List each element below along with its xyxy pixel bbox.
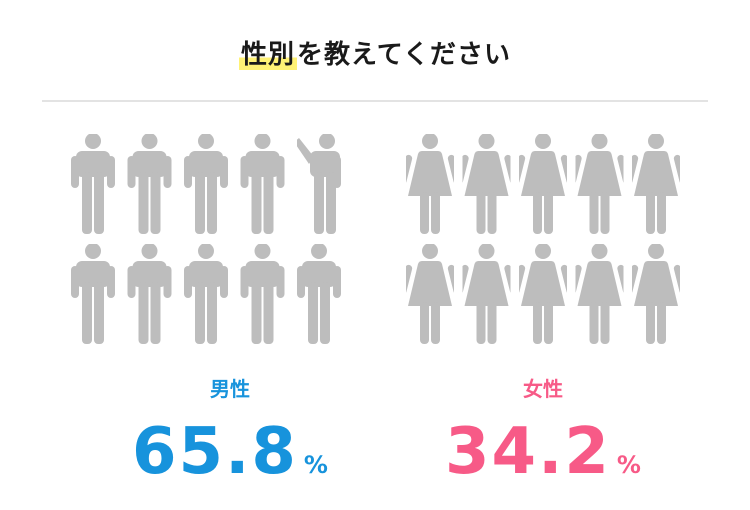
female-percentage: 34.2% — [373, 420, 713, 484]
female-icon-base — [462, 134, 511, 234]
female-icon-base — [406, 134, 454, 234]
female-icon-base — [575, 134, 624, 234]
female-person-icon — [575, 244, 624, 344]
male-person-icon — [184, 244, 228, 344]
female-person-icon — [406, 134, 454, 234]
male-icon-base — [71, 134, 115, 234]
male-person-icon — [297, 244, 341, 344]
female-unit: % — [616, 451, 641, 479]
female-person-icon — [462, 134, 511, 234]
page-title: 性別を教えてください — [239, 34, 511, 71]
female-person-icon — [462, 244, 511, 344]
female-icon-base — [406, 244, 454, 344]
male-unit: % — [303, 451, 328, 479]
female-icon-base — [519, 244, 567, 344]
male-icon-base — [240, 134, 285, 234]
male-percentage: 65.8% — [60, 420, 400, 484]
male-icon-base — [127, 244, 172, 344]
pictograph-chart — [71, 134, 680, 344]
male-icon-base — [184, 244, 228, 344]
female-icon-base — [632, 134, 680, 234]
female-value: 34.2 — [445, 415, 611, 489]
male-label: 男性 — [210, 377, 250, 401]
title-rest: を教えてください — [297, 40, 511, 70]
title-container: 性別を教えてください — [0, 34, 750, 71]
male-person-icon — [71, 244, 115, 344]
male-person-icon — [297, 134, 341, 234]
male-person-icon — [184, 134, 228, 234]
male-person-icon — [240, 244, 285, 344]
male-icon-base — [71, 244, 115, 344]
male-icon-base — [127, 134, 172, 234]
male-icon-base — [297, 244, 341, 344]
male-value: 65.8 — [132, 415, 298, 489]
male-person-icon — [127, 244, 172, 344]
male-icon-base — [184, 134, 228, 234]
title-highlight: 性別 — [239, 40, 298, 70]
female-icon-base — [632, 244, 680, 344]
female-person-icon — [575, 134, 624, 234]
female-person-icon — [632, 244, 680, 344]
male-icon-base — [297, 134, 341, 234]
male-person-icon — [71, 134, 115, 234]
female-icon-base — [575, 244, 624, 344]
female-person-icon — [519, 134, 567, 234]
male-person-icon — [127, 134, 172, 234]
male-person-icon — [240, 134, 285, 234]
female-person-icon — [406, 244, 454, 344]
female-icon-base — [519, 134, 567, 234]
male-icon-base — [240, 244, 285, 344]
female-label: 女性 — [523, 377, 563, 401]
divider — [42, 100, 708, 102]
female-icon-base — [462, 244, 511, 344]
female-person-icon — [519, 244, 567, 344]
female-person-icon — [632, 134, 680, 234]
